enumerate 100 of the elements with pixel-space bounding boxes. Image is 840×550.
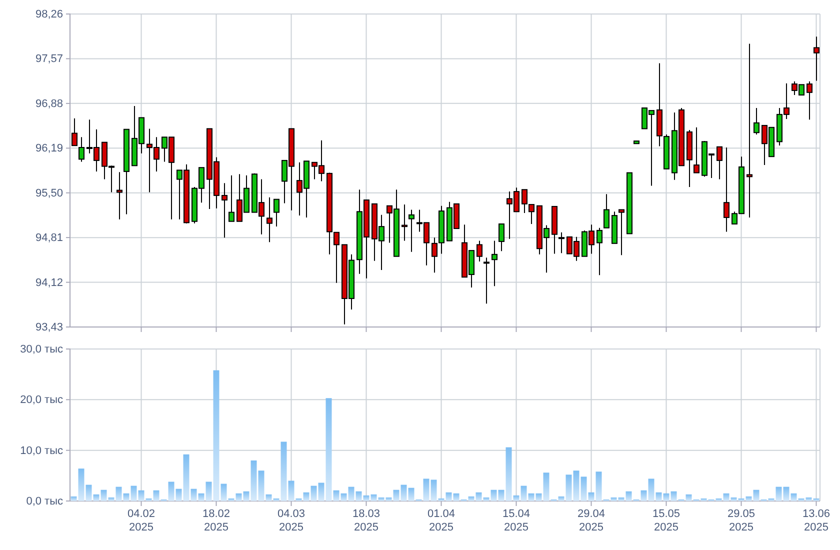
bar: [446, 492, 452, 501]
bar: [723, 493, 730, 501]
bar: [310, 486, 317, 501]
bar: [250, 460, 257, 501]
bar: [86, 484, 92, 501]
bar: [273, 498, 280, 501]
x-tick-label: 29.04 2025: [577, 508, 606, 534]
bar: [228, 498, 234, 501]
bar: [370, 494, 377, 501]
bar: [663, 493, 670, 501]
bar: [813, 498, 820, 501]
y-tick-label: 97,57: [35, 53, 63, 66]
y-tick-label: 98,26: [35, 8, 63, 21]
bar: [753, 490, 760, 501]
candlestick: [484, 257, 490, 304]
bar: [806, 497, 812, 501]
bar: [130, 486, 137, 501]
candlestick: [754, 107, 760, 136]
candlestick: [78, 136, 84, 162]
candlestick: [596, 227, 602, 276]
candlestick: [746, 43, 752, 218]
bar: [738, 498, 744, 501]
bar: [116, 486, 122, 501]
bar: [528, 493, 534, 501]
bar: [656, 492, 662, 501]
bar: [798, 498, 804, 501]
candlestick: [694, 126, 700, 174]
bar: [730, 497, 737, 501]
bar: [243, 491, 250, 501]
bar: [386, 497, 392, 501]
bar: [168, 482, 174, 501]
bar: [356, 491, 362, 501]
bar: [400, 484, 407, 501]
bar: [108, 497, 114, 501]
x-tick-label: 13.06 2025: [802, 508, 830, 534]
bar: [348, 486, 354, 501]
x-tick-label: 29.05 2025: [727, 508, 756, 534]
bar: [536, 493, 542, 501]
bar: [280, 442, 287, 501]
bar: [326, 398, 332, 501]
bar: [453, 493, 460, 501]
bar: [790, 493, 797, 501]
candlestick: [72, 118, 78, 146]
bar: [430, 480, 437, 501]
bar: [686, 494, 692, 501]
bar: [93, 494, 100, 501]
bar: [580, 476, 587, 501]
bar: [198, 493, 204, 501]
bar: [318, 482, 324, 501]
candlestick: [222, 182, 228, 238]
bar: [506, 447, 512, 501]
bar: [258, 470, 264, 501]
candlestick: [492, 240, 498, 287]
bar: [476, 492, 482, 501]
bar: [100, 490, 107, 501]
bar: [333, 490, 340, 501]
y-tick-label: 96,19: [35, 142, 63, 155]
bar: [70, 496, 77, 501]
bar: [776, 486, 782, 501]
bar: [123, 493, 130, 501]
bar: [266, 494, 272, 501]
x-tick-label: 01.04 2025: [427, 508, 456, 534]
y-tick-label: 94,81: [35, 232, 63, 244]
candlestick: [724, 146, 730, 232]
x-tick-label: 18.03 2025: [352, 508, 380, 534]
bar: [700, 498, 707, 501]
bar: [596, 472, 602, 501]
bar: [783, 486, 790, 501]
x-tick-label: 04.03 2025: [277, 508, 306, 534]
candlestick: [604, 194, 610, 228]
bar: [220, 484, 227, 501]
bar: [206, 482, 212, 501]
candlestick: [716, 146, 722, 180]
bar: [566, 474, 572, 501]
y-tick-label: 0,0 тыс: [26, 496, 64, 508]
bar: [363, 495, 370, 501]
candlestick: [334, 232, 340, 284]
bar: [78, 468, 84, 501]
bar: [153, 490, 160, 501]
bar: [626, 491, 632, 501]
y-tick-label: 94,12: [35, 276, 63, 289]
candlestick: [498, 223, 504, 252]
y-tick-label: 20,0 тыс: [20, 394, 64, 406]
candlestick: [266, 196, 272, 243]
y-tick-label: 10,0 тыс: [20, 444, 64, 457]
y-tick-label: 30,0 тыс: [20, 344, 64, 356]
bar: [468, 496, 474, 501]
candlestick: [116, 172, 122, 220]
y-tick-label: 93,43: [35, 322, 63, 334]
bar: [146, 498, 152, 501]
x-tick-label: 15.05 2025: [652, 508, 680, 534]
bar: [183, 454, 190, 501]
bar: [640, 490, 647, 501]
bar: [303, 492, 310, 501]
candlestick: [618, 209, 624, 256]
bar: [236, 493, 242, 501]
y-tick-label: 95,50: [35, 187, 63, 200]
bar: [610, 497, 617, 501]
bar: [670, 491, 677, 501]
bar: [648, 478, 654, 501]
